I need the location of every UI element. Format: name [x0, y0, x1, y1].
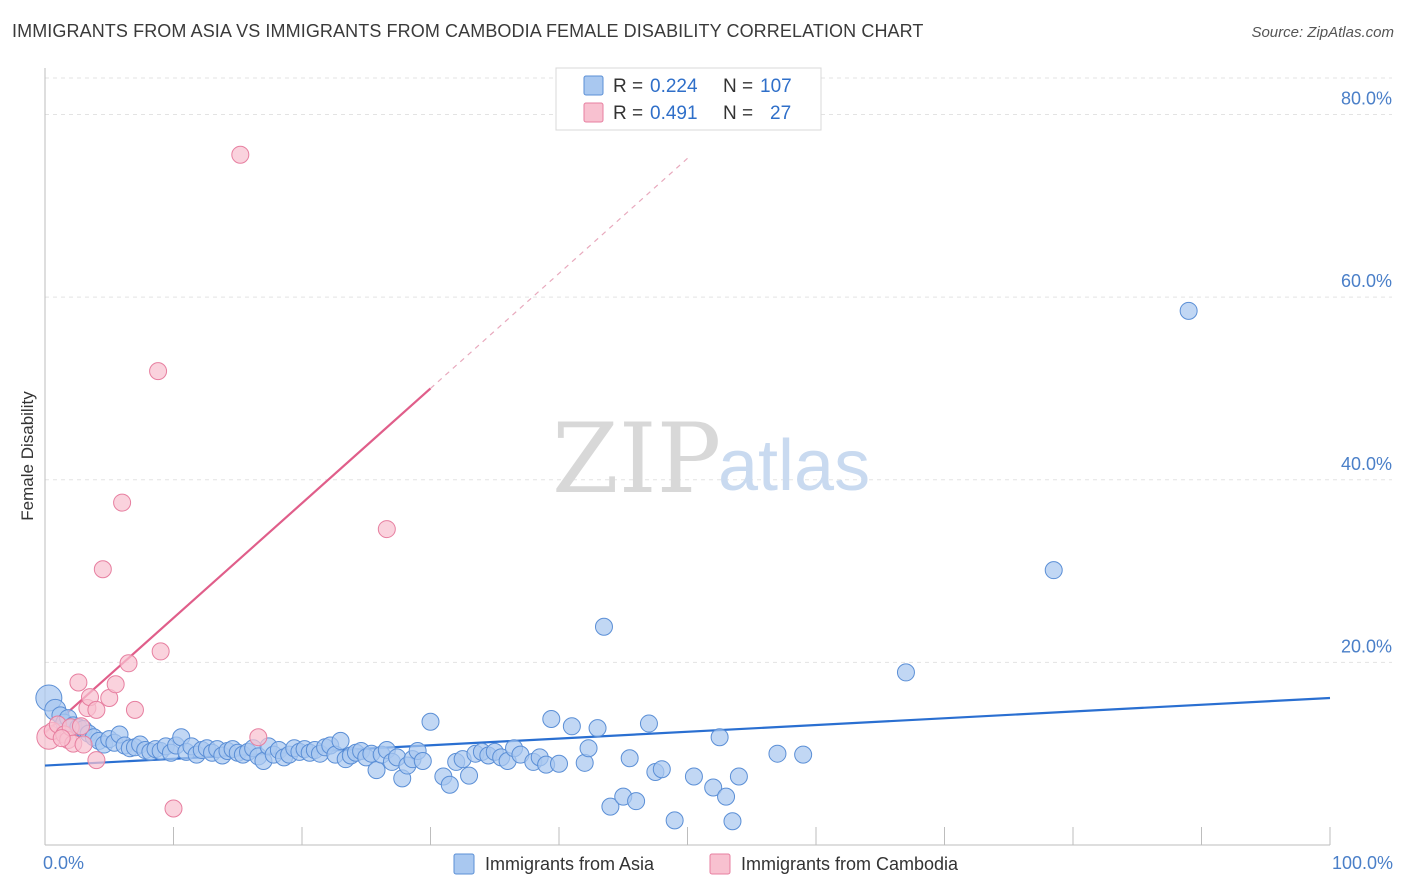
point-asia — [413, 751, 432, 770]
point-asia — [723, 812, 742, 831]
stat-r-value-cambodia: 0.491 — [650, 103, 698, 124]
point-asia — [684, 767, 703, 786]
point-asia — [704, 778, 723, 797]
tick-labels: 20.0% 40.0% 60.0% 80.0% 0.0% 100.0% — [43, 89, 1393, 873]
point-cambodia — [249, 728, 268, 747]
x-tick-label-max: 100.0% — [1332, 853, 1393, 873]
stat-r-value-asia: 0.224 — [650, 76, 698, 97]
point-cambodia — [125, 700, 144, 719]
point-cambodia — [119, 654, 138, 673]
point-asia — [710, 728, 729, 747]
point-asia — [627, 792, 646, 811]
x-tick-label-min: 0.0% — [43, 853, 84, 873]
y-tick-label: 40.0% — [1341, 454, 1392, 474]
stat-swatch-asia — [583, 75, 604, 96]
point-asia — [588, 719, 607, 738]
point-cambodia — [74, 735, 93, 754]
stat-n-label-cambodia: N = — [723, 103, 753, 124]
legend-label-cambodia: Immigrants from Cambodia — [741, 854, 959, 874]
y-tick-label: 80.0% — [1341, 89, 1392, 109]
stat-r-label-asia: R = — [613, 76, 643, 97]
point-cambodia — [71, 717, 90, 736]
stats-box: R = 0.224 N = 107 R = 0.491 N = 27 — [555, 67, 822, 131]
point-cambodia — [231, 145, 250, 164]
point-asia — [1179, 301, 1198, 320]
point-asia — [717, 787, 736, 806]
source-label: Source: ZipAtlas.com — [1251, 24, 1394, 41]
legend-swatch-cambodia — [709, 853, 731, 875]
point-cambodia — [87, 700, 106, 719]
watermark-zip: ZIP — [552, 403, 721, 515]
point-asia — [594, 617, 613, 636]
point-cambodia — [69, 673, 88, 692]
point-asia — [367, 761, 386, 780]
watermark-atlas: atlas — [718, 426, 870, 506]
trend-line-cambodia — [44, 387, 432, 734]
point-cambodia — [52, 729, 71, 748]
point-asia — [1044, 561, 1063, 580]
point-cambodia — [149, 362, 168, 381]
point-cambodia — [93, 560, 112, 579]
point-asia — [562, 717, 581, 736]
legend: Immigrants from Asia Immigrants from Cam… — [453, 853, 959, 875]
point-asia — [460, 766, 479, 785]
stat-n-label-asia: N = — [723, 76, 753, 97]
point-cambodia — [377, 520, 396, 539]
point-asia — [440, 775, 459, 794]
point-asia — [550, 754, 568, 773]
stat-n-value-asia: 107 — [760, 76, 792, 97]
point-asia — [768, 744, 787, 763]
legend-label-asia: Immigrants from Asia — [485, 854, 655, 874]
y-tick-label: 60.0% — [1341, 271, 1392, 291]
trend-line-cambodia-extension — [430, 157, 688, 389]
point-asia — [794, 745, 813, 764]
point-asia — [652, 760, 671, 779]
point-cambodia — [87, 751, 106, 770]
point-cambodia — [164, 799, 183, 818]
point-asia — [639, 714, 658, 733]
data-points — [35, 145, 1198, 831]
legend-swatch-asia — [453, 853, 475, 875]
point-asia — [331, 731, 350, 750]
point-cambodia — [113, 493, 132, 512]
point-cambodia — [106, 675, 125, 694]
chart-title: IMMIGRANTS FROM ASIA VS IMMIGRANTS FROM … — [12, 21, 924, 41]
point-asia — [421, 712, 440, 731]
point-asia — [729, 767, 748, 786]
point-asia — [542, 709, 561, 728]
axes — [44, 68, 1331, 846]
stat-n-value-cambodia: 27 — [770, 103, 791, 124]
point-asia — [601, 797, 620, 816]
point-cambodia — [151, 642, 170, 661]
point-asia — [665, 811, 684, 830]
point-asia — [896, 663, 915, 682]
stat-swatch-cambodia — [583, 102, 604, 123]
gridlines — [45, 77, 1392, 663]
point-asia — [620, 749, 639, 768]
point-asia — [579, 739, 598, 758]
stat-r-label-cambodia: R = — [613, 103, 643, 124]
y-tick-label: 20.0% — [1341, 636, 1392, 656]
